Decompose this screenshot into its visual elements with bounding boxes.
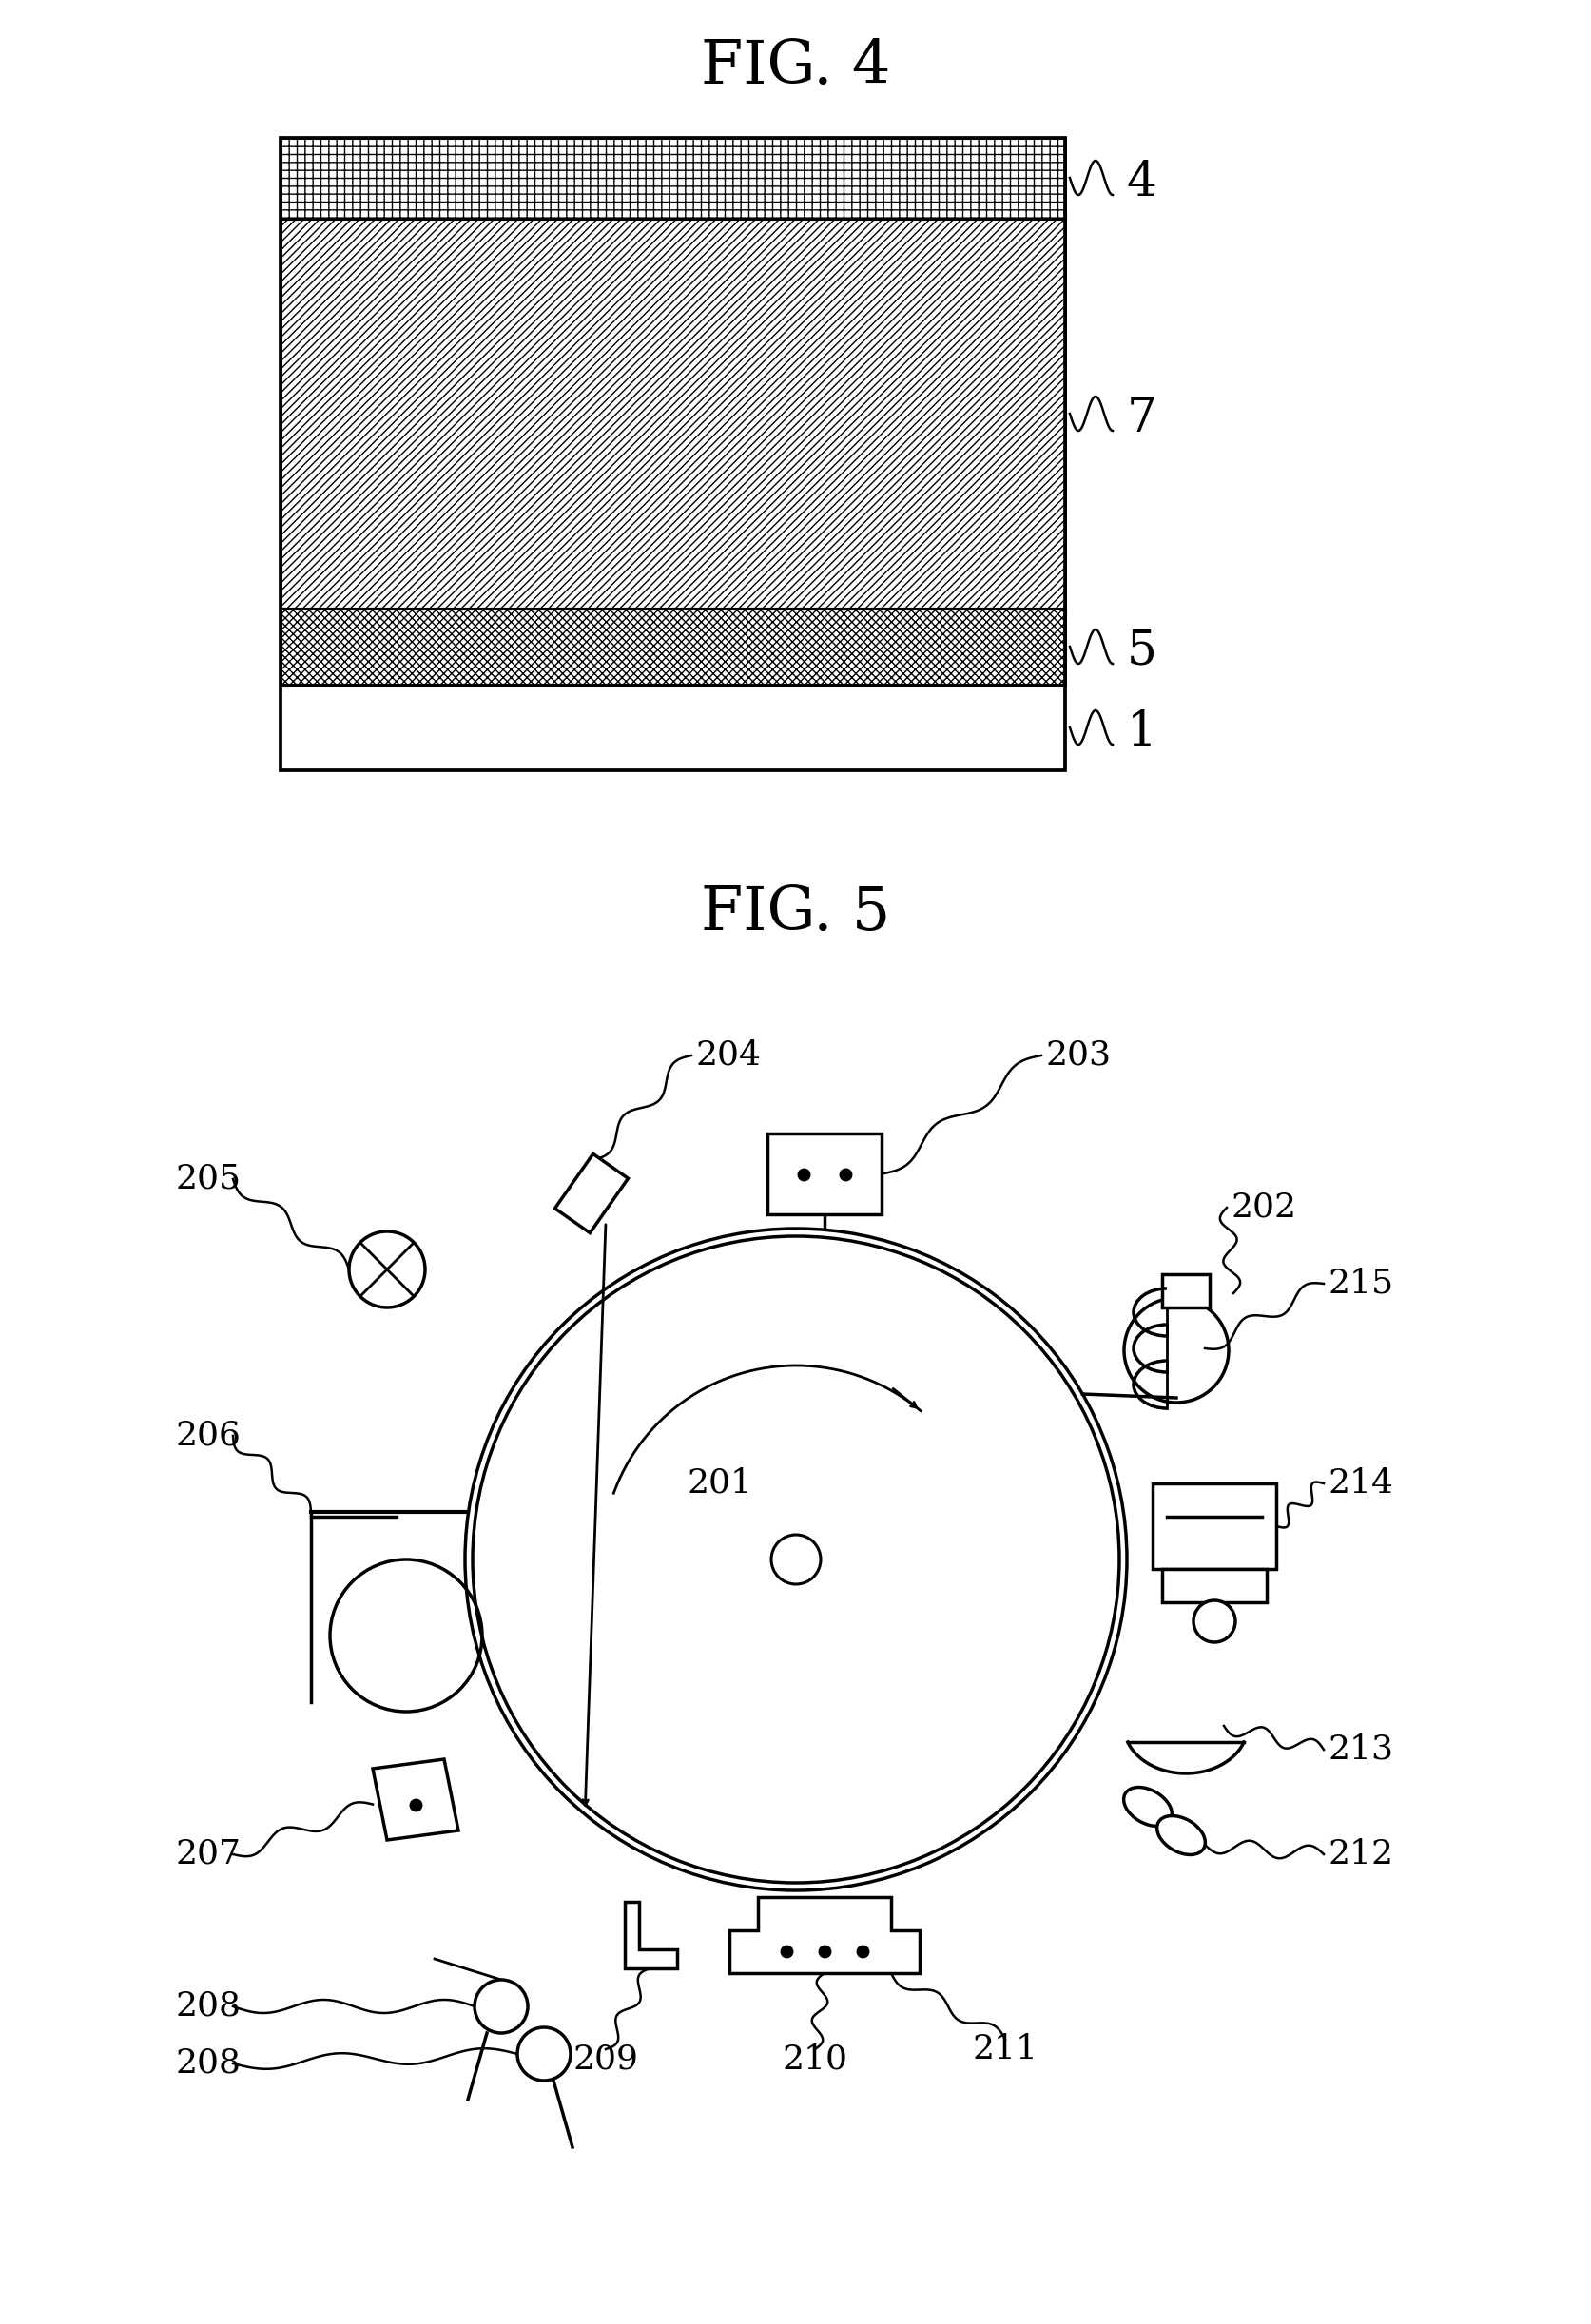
Text: 210: 210 [781, 2043, 848, 2075]
Text: 202: 202 [1231, 1192, 1297, 1225]
Ellipse shape [1157, 1815, 1204, 1855]
Text: 204: 204 [695, 1039, 760, 1071]
Bar [1161, 1274, 1209, 1308]
Text: 208: 208 [177, 2047, 242, 2080]
Text: 4: 4 [1126, 158, 1157, 207]
Text: FIG. 4: FIG. 4 [700, 37, 891, 95]
Text: 212: 212 [1328, 1838, 1394, 1871]
Bar [1161, 1569, 1266, 1601]
Text: 1: 1 [1126, 709, 1157, 755]
Text: 209: 209 [573, 2043, 638, 2075]
Polygon shape [372, 1759, 458, 1841]
Ellipse shape [1123, 1787, 1171, 1827]
Circle shape [348, 1232, 425, 1308]
Polygon shape [280, 686, 1064, 769]
Text: 7: 7 [1126, 395, 1157, 442]
Text: 211: 211 [972, 2034, 1037, 2066]
Text: FIG. 5: FIG. 5 [700, 883, 891, 941]
Polygon shape [280, 609, 1064, 686]
Text: 206: 206 [177, 1420, 242, 1452]
Text: 201: 201 [687, 1466, 753, 1499]
Text: 213: 213 [1328, 1734, 1394, 1766]
Text: 215: 215 [1328, 1267, 1394, 1299]
Circle shape [329, 1559, 482, 1710]
Text: 207: 207 [177, 1838, 242, 1871]
Text: 208: 208 [177, 1989, 242, 2022]
Polygon shape [624, 1901, 676, 1968]
Text: 203: 203 [1045, 1039, 1111, 1071]
Text: 214: 214 [1328, 1466, 1394, 1499]
Text: 5: 5 [1126, 627, 1157, 674]
Bar [1152, 1483, 1276, 1569]
Circle shape [474, 1980, 528, 2034]
Bar [767, 1134, 881, 1215]
Circle shape [1193, 1601, 1235, 1643]
Polygon shape [555, 1153, 628, 1234]
Polygon shape [280, 137, 1064, 218]
Circle shape [517, 2027, 570, 2080]
Polygon shape [280, 218, 1064, 609]
Polygon shape [729, 1896, 920, 1973]
Text: 205: 205 [177, 1162, 242, 1195]
